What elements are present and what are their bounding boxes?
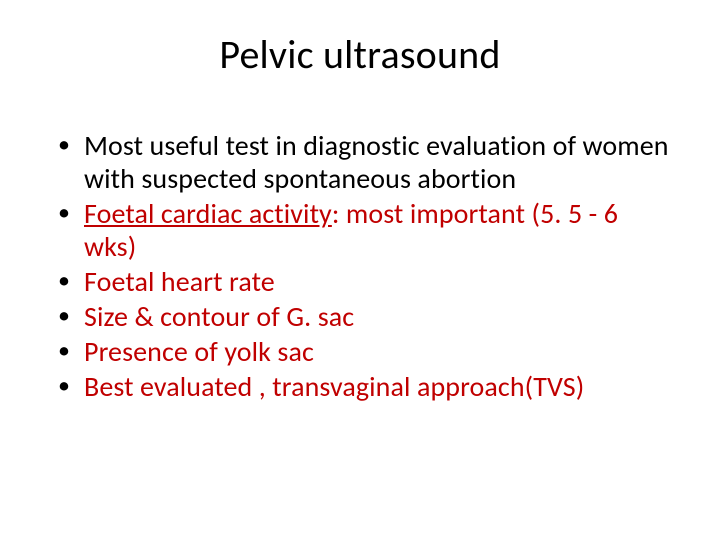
bullet-text: Best evaluated , transvaginal approach(T… [84,369,584,404]
list-item: Most useful test in diagnostic evaluatio… [54,129,672,195]
list-item: Foetal cardiac activity: most important … [54,197,672,263]
bullet-text: Presence of yolk sac [84,334,314,369]
slide: Pelvic ultrasound Most useful test in di… [0,0,720,540]
bullet-underline-text: Foetal cardiac activity [84,196,332,231]
bullet-text: Foetal heart rate [84,264,275,299]
list-item: Best evaluated , transvaginal approach(T… [54,370,672,403]
list-item: Presence of yolk sac [54,335,672,368]
list-item: Foetal heart rate [54,265,672,298]
slide-title: Pelvic ultrasound [48,30,672,79]
bullet-text: Size & contour of G. sac [84,299,354,334]
list-item: Size & contour of G. sac [54,300,672,333]
bullet-text: Most useful test in diagnostic evaluatio… [84,128,669,196]
bullet-list: Most useful test in diagnostic evaluatio… [54,129,672,403]
